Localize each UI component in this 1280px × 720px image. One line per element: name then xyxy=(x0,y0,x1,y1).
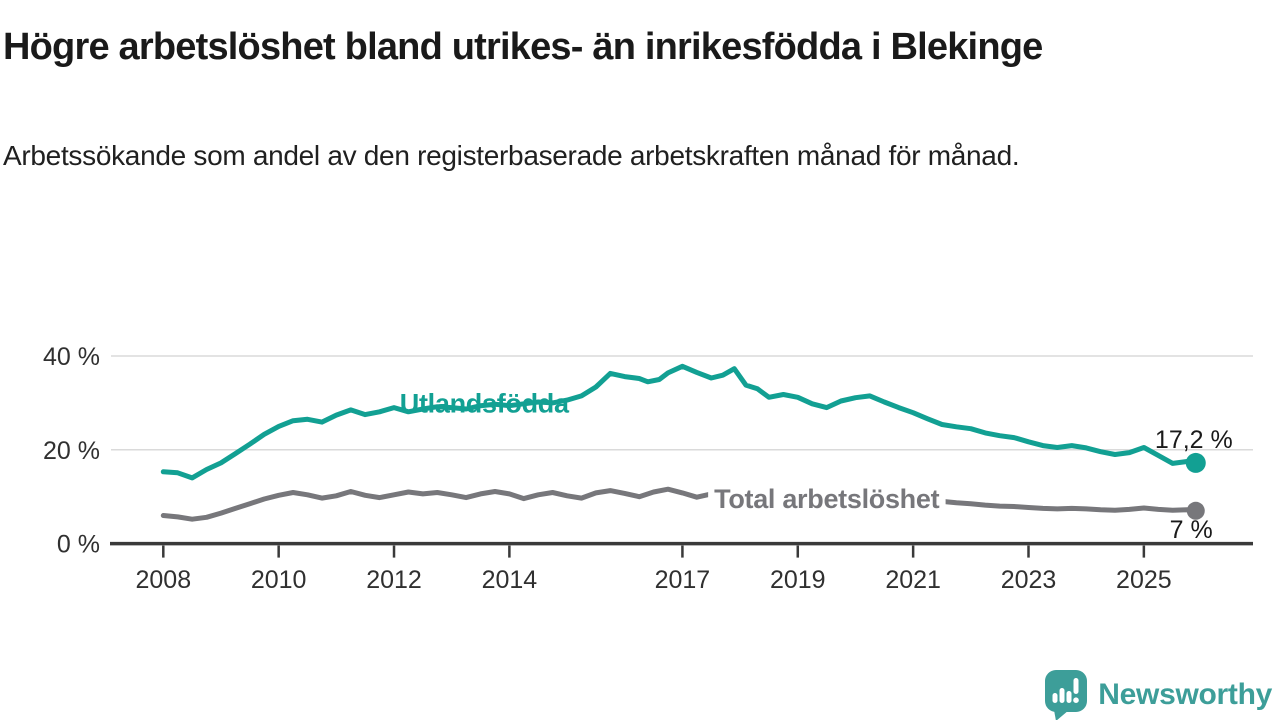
series-end-value-label-1: 7 % xyxy=(1170,516,1213,544)
series-line-0 xyxy=(160,363,1199,481)
y-tick-label: 40 % xyxy=(43,343,100,371)
x-tick-label: 2010 xyxy=(251,566,307,594)
brand-name: Newsworthy xyxy=(1098,678,1272,711)
series-end-dot-1 xyxy=(1186,501,1205,520)
news-graphic: Högre arbetslöshet bland utrikes- än inr… xyxy=(0,22,1280,720)
x-tick-label: 2012 xyxy=(366,566,422,594)
x-tick-label: 2025 xyxy=(1116,566,1172,594)
x-tick-label: 2017 xyxy=(655,566,711,594)
series-inline-label-1: Total arbetslöshet xyxy=(714,484,939,514)
y-tick-label: 0 % xyxy=(57,531,100,559)
chart-subtitle: Arbetssökande som andel av den registerb… xyxy=(3,140,1020,172)
series-end-dot-0 xyxy=(1185,452,1206,473)
series-line-1 xyxy=(160,486,1199,522)
series-label-mask-1 xyxy=(708,479,946,518)
y-tick-label: 20 % xyxy=(43,437,100,465)
x-tick-label: 2014 xyxy=(482,566,538,594)
series-inline-label-0: Utlandsfödda xyxy=(400,388,570,418)
series-end-value-label-0: 17,2 % xyxy=(1155,426,1233,454)
unemployment-line-chart: 2008 2010 2012 2014 2017 2019 2021 2023 2025 0 % 2… xyxy=(43,343,1253,594)
chart-title: Högre arbetslöshet bland utrikes- än inr… xyxy=(3,26,1043,68)
speech-bubble-bar-chart-icon xyxy=(1045,670,1088,720)
x-tick-label: 2023 xyxy=(1001,566,1057,594)
x-tick-label: 2019 xyxy=(770,566,826,594)
x-tick-label: 2008 xyxy=(135,566,191,594)
x-tick-label: 2021 xyxy=(885,566,941,594)
newsworthy-logo: Newsworthy xyxy=(1043,668,1272,720)
